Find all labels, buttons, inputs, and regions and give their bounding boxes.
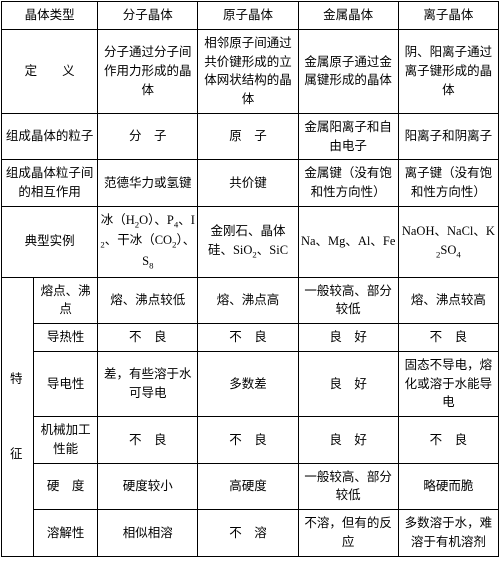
row-interaction-label: 组成晶体粒子间的相互作用 xyxy=(2,160,98,207)
row-melting-label: 熔点、沸点 xyxy=(34,277,98,324)
row-interaction-c2: 共价键 xyxy=(198,160,298,207)
row-thermal-label: 导热性 xyxy=(34,324,98,352)
row-mech-c2: 不 良 xyxy=(198,417,298,464)
row-examples-c4: NaOH、NaCl、K2SO4 xyxy=(398,206,498,277)
table-row: 典型实例 冰（H2O）、P4、I2、干冰（CO2）、S8 金刚石、晶体硅、SiO… xyxy=(2,206,499,277)
row-definition-c3: 金属原子通过金属键形成的晶体 xyxy=(298,29,398,113)
row-thermal-c3: 良 好 xyxy=(298,324,398,352)
row-particles-c3: 金属阳离子和自由电子 xyxy=(298,113,398,160)
row-melting-c2: 熔、沸点高 xyxy=(198,277,298,324)
header-c4: 离子晶体 xyxy=(398,2,498,30)
row-examples-c2: 金刚石、晶体硅、SiO2、SiC xyxy=(198,206,298,277)
table-row: 组成晶体粒子间的相互作用 范德华力或氢键 共价键 金属键（没有饱和性方向性） 离… xyxy=(2,160,499,207)
row-mech-c4: 不 良 xyxy=(398,417,498,464)
header-c1: 分子晶体 xyxy=(98,2,198,30)
row-interaction-c1: 范德华力或氢键 xyxy=(98,160,198,207)
row-particles-c4: 阳离子和阴离子 xyxy=(398,113,498,160)
table-row: 导热性 不 良 不 良 良 好 不 良 xyxy=(2,324,499,352)
row-particles-c1: 分 子 xyxy=(98,113,198,160)
row-melting-c4: 熔、沸点较高 xyxy=(398,277,498,324)
row-definition-label: 定 义 xyxy=(2,29,98,113)
row-solubility-c4: 多数溶于水，难溶于有机溶剂 xyxy=(398,510,498,557)
row-electric-c2: 多数差 xyxy=(198,351,298,416)
header-c3: 金属晶体 xyxy=(298,2,398,30)
table-row: 导电性 差，有些溶于水可导电 多数差 良 好 固态不导电，熔化或溶于水能导电 xyxy=(2,351,499,416)
row-examples-label: 典型实例 xyxy=(2,206,98,277)
row-thermal-c1: 不 良 xyxy=(98,324,198,352)
row-solubility-c3: 不溶，但有的反应 xyxy=(298,510,398,557)
row-electric-label: 导电性 xyxy=(34,351,98,416)
row-hardness-c4: 略硬而脆 xyxy=(398,463,498,510)
row-hardness-c1: 硬度较小 xyxy=(98,463,198,510)
row-particles-c2: 原 子 xyxy=(198,113,298,160)
table-row: 晶体类型 分子晶体 原子晶体 金属晶体 离子晶体 xyxy=(2,2,499,30)
row-interaction-c4: 离子键（没有饱和性方向性） xyxy=(398,160,498,207)
table-row: 特征 熔点、沸点 熔、沸点较低 熔、沸点高 一般较高、部分较低 熔、沸点较高 xyxy=(2,277,499,324)
row-definition-c2: 相邻原子间通过共价键形成的立体网状结构的晶体 xyxy=(198,29,298,113)
header-type: 晶体类型 xyxy=(2,2,98,30)
row-electric-c4: 固态不导电，熔化或溶于水能导电 xyxy=(398,351,498,416)
row-electric-c1: 差，有些溶于水可导电 xyxy=(98,351,198,416)
row-melting-c3: 一般较高、部分较低 xyxy=(298,277,398,324)
row-particles-label: 组成晶体的粒子 xyxy=(2,113,98,160)
row-hardness-c2: 高硬度 xyxy=(198,463,298,510)
crystal-types-table: 晶体类型 分子晶体 原子晶体 金属晶体 离子晶体 定 义 分子通过分子间作用力形… xyxy=(1,1,499,557)
row-solubility-label: 溶解性 xyxy=(34,510,98,557)
table-row: 硬 度 硬度较小 高硬度 一般较高、部分较低 略硬而脆 xyxy=(2,463,499,510)
props-group-label: 特征 xyxy=(2,277,34,556)
row-examples-c1: 冰（H2O）、P4、I2、干冰（CO2）、S8 xyxy=(98,206,198,277)
row-hardness-c3: 一般较高、部分较低 xyxy=(298,463,398,510)
row-melting-c1: 熔、沸点较低 xyxy=(98,277,198,324)
row-solubility-c2: 不 溶 xyxy=(198,510,298,557)
row-mech-c1: 不 良 xyxy=(98,417,198,464)
row-electric-c3: 良 好 xyxy=(298,351,398,416)
row-interaction-c3: 金属键（没有饱和性方向性） xyxy=(298,160,398,207)
row-mech-label: 机械加工性能 xyxy=(34,417,98,464)
table-row: 机械加工性能 不 良 不 良 良 好 不 良 xyxy=(2,417,499,464)
row-solubility-c1: 相似相溶 xyxy=(98,510,198,557)
header-c2: 原子晶体 xyxy=(198,2,298,30)
row-thermal-c2: 不 良 xyxy=(198,324,298,352)
row-examples-c3: Na、Mg、Al、Fe xyxy=(298,206,398,277)
table-row: 定 义 分子通过分子间作用力形成的晶体 相邻原子间通过共价键形成的立体网状结构的… xyxy=(2,29,499,113)
row-definition-c1: 分子通过分子间作用力形成的晶体 xyxy=(98,29,198,113)
row-thermal-c4: 不 良 xyxy=(398,324,498,352)
row-hardness-label: 硬 度 xyxy=(34,463,98,510)
table-row: 溶解性 相似相溶 不 溶 不溶，但有的反应 多数溶于水，难溶于有机溶剂 xyxy=(2,510,499,557)
table-row: 组成晶体的粒子 分 子 原 子 金属阳离子和自由电子 阳离子和阴离子 xyxy=(2,113,499,160)
row-definition-c4: 阴、阳离子通过离子键形成的晶体 xyxy=(398,29,498,113)
row-mech-c3: 良 好 xyxy=(298,417,398,464)
